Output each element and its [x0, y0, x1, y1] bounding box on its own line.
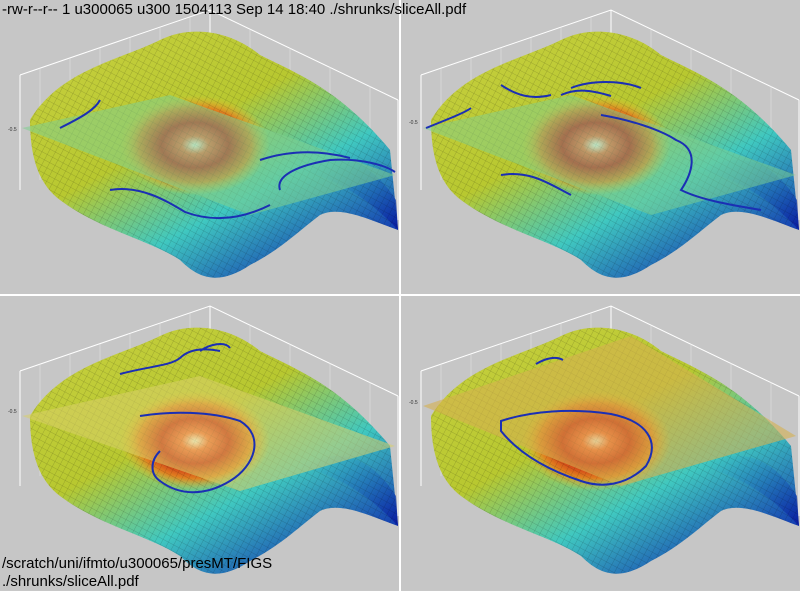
directory-path-label: /scratch/uni/ifmto/u300065/presMT/FIGS	[2, 555, 273, 572]
surface-plot-panel-3: -0.5	[0, 296, 399, 590]
surface-plot-panel-1: -0.5	[0, 0, 399, 294]
svg-text:-0.5: -0.5	[409, 120, 418, 126]
svg-text:-0.5: -0.5	[8, 127, 17, 133]
surface-plot-panel-2: -0.5	[401, 0, 800, 294]
contour-lines	[59, 99, 396, 220]
svg-text:-0.5: -0.5	[409, 400, 418, 406]
slice-plane	[22, 95, 395, 215]
surface-plot-panel-4: -0.5	[401, 296, 800, 590]
file-path-label: ./shrunks/sliceAll.pdf	[2, 573, 139, 590]
horizontal-divider	[0, 294, 800, 296]
svg-text:-0.5: -0.5	[8, 409, 17, 415]
file-info-header: -rw-r--r-- 1 u300065 u300 1504113 Sep 14…	[2, 1, 467, 18]
